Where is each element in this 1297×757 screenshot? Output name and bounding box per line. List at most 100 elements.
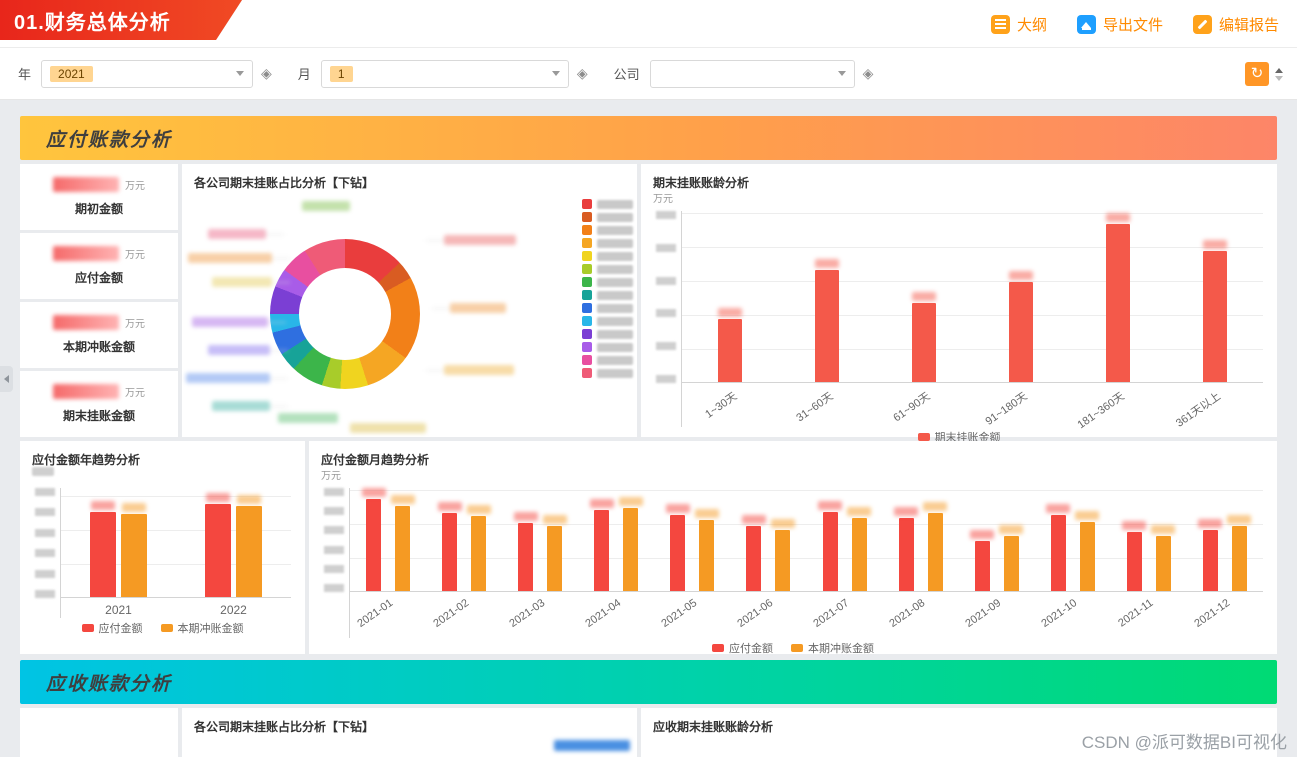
legend-item[interactable]	[582, 199, 633, 209]
bar[interactable]	[912, 302, 937, 382]
bar[interactable]	[1202, 251, 1227, 382]
legend-label: 应付金额	[729, 643, 773, 655]
bar[interactable]	[366, 498, 382, 591]
bar[interactable]	[775, 530, 791, 591]
bar[interactable]	[815, 269, 840, 382]
legend-item[interactable]	[582, 329, 633, 339]
legend-item[interactable]	[582, 355, 633, 365]
sidebar-collapse-handle[interactable]	[0, 366, 13, 392]
legend-item[interactable]	[582, 277, 633, 287]
bar-value-masked	[206, 492, 230, 502]
bar[interactable]	[699, 519, 715, 591]
bar[interactable]	[205, 503, 231, 597]
legend-label-masked	[597, 251, 633, 261]
bar[interactable]	[395, 505, 411, 591]
kpi-card-beginning-amount: 万元 期初金额	[20, 164, 178, 230]
edit-report-button[interactable]: 编辑报告	[1192, 14, 1279, 35]
bar-value-masked	[815, 258, 840, 268]
company-select[interactable]	[649, 59, 855, 88]
legend-item[interactable]: 本期冲账金额	[160, 620, 244, 636]
export-file-button[interactable]: 导出文件	[1076, 14, 1163, 35]
bar[interactable]	[442, 512, 458, 591]
refresh-button[interactable]: ↻	[1245, 62, 1269, 86]
legend-item[interactable]	[582, 238, 633, 248]
plot-area[interactable]: 2021 2022	[60, 488, 291, 618]
year-select[interactable]: 2021	[41, 59, 254, 88]
legend-item[interactable]	[582, 264, 633, 274]
bar-group: 61~90天	[875, 211, 973, 427]
bar[interactable]	[1126, 532, 1142, 591]
bar-value-masked	[1198, 519, 1223, 529]
bar-group: 181~360天	[1069, 211, 1167, 431]
donut-chart[interactable]	[270, 239, 420, 389]
bar[interactable]	[746, 526, 762, 591]
plot-area[interactable]: 2021-01 2021-02 2021-03 2021-04 2021-05 2021-…	[349, 488, 1263, 638]
legend-item[interactable]	[582, 303, 633, 313]
kpi-card-payable-amount: 万元 应付金额	[20, 233, 178, 299]
category-label: 1~30天	[702, 390, 740, 421]
bar[interactable]	[1202, 530, 1218, 591]
legend-item[interactable]: 应付金额	[712, 640, 773, 656]
year-selected-value: 2021	[50, 65, 93, 82]
plot-area[interactable]: 1~30天 31~60天 61~90天 91~180天 181~360天 361天以上	[681, 211, 1263, 431]
bar[interactable]	[594, 509, 610, 591]
bar[interactable]	[822, 511, 838, 591]
callout-label-masked	[192, 317, 286, 327]
legend-item[interactable]	[582, 342, 633, 352]
legend-item[interactable]	[582, 290, 633, 300]
bar[interactable]	[471, 515, 487, 591]
company-parameter-icon[interactable]: ◈	[862, 65, 874, 81]
panel-receivable-donut: 各公司期末挂账占比分析【下钻】	[182, 708, 637, 757]
month-select[interactable]: 1	[320, 59, 569, 88]
bar-group: 2021-08	[882, 488, 959, 638]
bar[interactable]	[1079, 522, 1095, 591]
bar[interactable]	[623, 507, 639, 591]
y-axis	[319, 488, 349, 592]
bar[interactable]	[898, 517, 914, 591]
bar-value-masked	[770, 519, 795, 529]
bar[interactable]	[1155, 536, 1171, 591]
bar[interactable]	[1003, 536, 1019, 591]
legend-item[interactable]	[582, 225, 633, 235]
bar[interactable]	[1008, 281, 1033, 382]
kpi-column: 万元 期初金额 万元 应付金额 万元 本期冲账金额	[20, 164, 178, 437]
legend-swatch	[81, 624, 94, 632]
bar-group: 31~60天	[778, 211, 876, 427]
bar-value-masked	[894, 506, 919, 516]
legend-item[interactable]: 本期冲账金额	[791, 640, 874, 656]
year-parameter-icon[interactable]: ◈	[261, 65, 272, 81]
bar[interactable]	[670, 514, 686, 591]
bar[interactable]	[718, 318, 743, 382]
chart-title: 应付金额月趋势分析	[321, 453, 430, 467]
bar[interactable]	[1231, 526, 1247, 591]
kpi-unit: 万元	[125, 250, 145, 261]
bar[interactable]	[547, 526, 563, 591]
bar[interactable]	[1105, 224, 1130, 382]
bar[interactable]	[974, 540, 990, 591]
bar-value-masked	[847, 506, 871, 516]
bar[interactable]	[927, 512, 943, 591]
bar[interactable]	[518, 523, 534, 591]
bar[interactable]	[90, 511, 116, 597]
legend-item[interactable]	[582, 316, 633, 326]
bar[interactable]	[851, 517, 867, 591]
bar-value-masked	[437, 501, 462, 511]
legend-item[interactable]	[582, 212, 633, 222]
legend-item[interactable]	[582, 368, 633, 378]
callout-label-masked	[212, 401, 288, 411]
bar-group: 1~30天	[682, 211, 779, 427]
bar[interactable]	[121, 513, 147, 597]
y-axis-unit-label: 万元	[653, 194, 673, 205]
category-label: 2022	[220, 603, 247, 617]
bar[interactable]	[236, 505, 262, 597]
kpi-label: 应付金额	[74, 271, 123, 285]
page-spinner[interactable]	[1275, 67, 1283, 81]
legend-item[interactable]: 应付金额	[81, 620, 143, 636]
month-parameter-icon[interactable]: ◈	[576, 65, 588, 81]
kpi-label: 本期冲账金额	[62, 340, 135, 354]
bar[interactable]	[1050, 514, 1066, 591]
legend-label-masked	[597, 290, 633, 300]
legend-item[interactable]	[582, 251, 633, 261]
legend-swatch	[582, 316, 592, 326]
outline-button[interactable]: 大纲	[990, 14, 1047, 35]
